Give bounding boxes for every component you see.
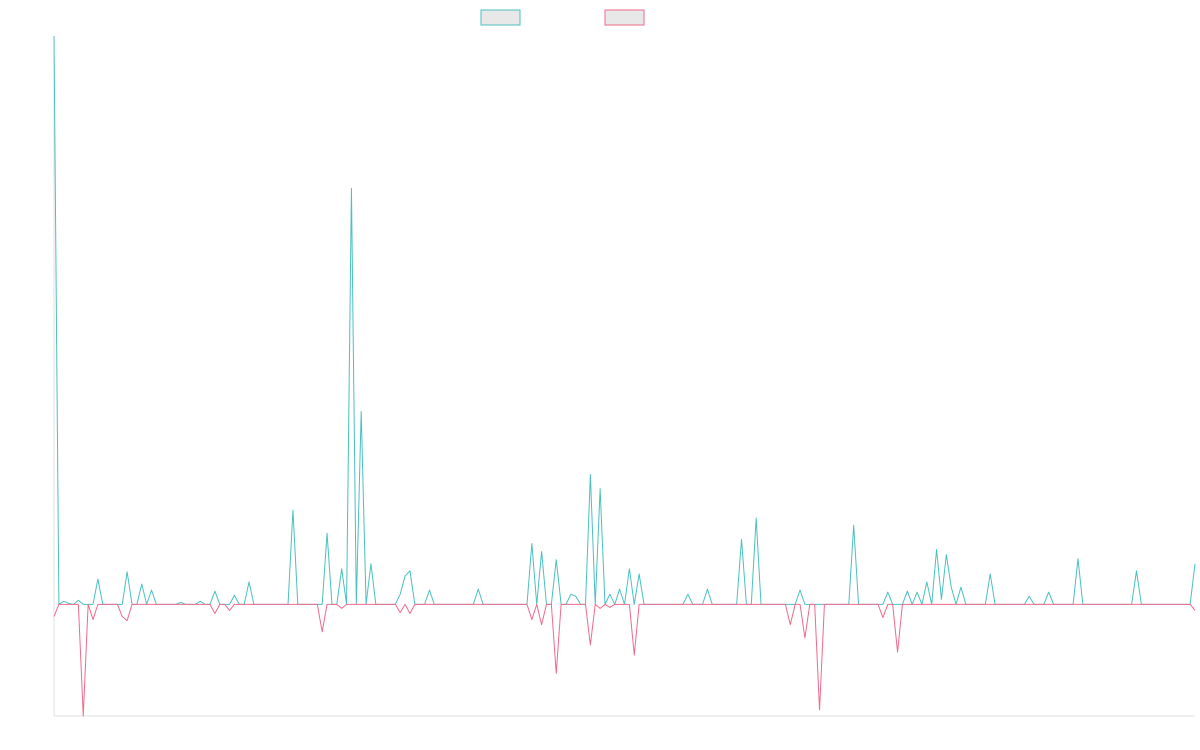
data-point-s1-52[interactable]: [1047, 590, 1051, 594]
legend-swatch-1[interactable]: [480, 9, 521, 26]
data-point-s1-20[interactable]: [403, 574, 407, 578]
data-point-s1-46[interactable]: [944, 553, 948, 557]
legend-swatch-2[interactable]: [604, 9, 645, 26]
data-point-s1-40[interactable]: [852, 523, 856, 527]
data-point-s2-22[interactable]: [896, 650, 900, 654]
data-point-s1-1[interactable]: [62, 599, 66, 603]
data-point-s1-10[interactable]: [213, 589, 217, 593]
data-point-s1-18[interactable]: [369, 562, 373, 566]
data-point-s1-54[interactable]: [1134, 569, 1138, 573]
data-point-s2-12[interactable]: [540, 623, 544, 627]
data-point-s1-21[interactable]: [408, 569, 412, 573]
data-point-s1-8[interactable]: [179, 600, 183, 604]
data-point-s1-48[interactable]: [959, 585, 963, 589]
data-point-s1-35[interactable]: [686, 592, 690, 596]
data-point-s1-50[interactable]: [988, 572, 992, 576]
data-point-s1-39[interactable]: [798, 588, 802, 592]
data-point-s1-3[interactable]: [76, 598, 80, 602]
data-point-s2-16[interactable]: [608, 605, 612, 609]
data-point-s1-36[interactable]: [705, 587, 709, 591]
data-point-s2-13[interactable]: [554, 671, 558, 675]
data-point-s2-9[interactable]: [398, 610, 402, 614]
data-point-s1-45[interactable]: [935, 548, 939, 552]
data-point-s2-6[interactable]: [228, 608, 232, 612]
data-point-s1-25[interactable]: [540, 550, 544, 554]
data-point-s1-15[interactable]: [340, 567, 344, 571]
data-point-s1-43[interactable]: [915, 590, 919, 594]
data-point-s2-15[interactable]: [598, 606, 602, 610]
data-point-s1-4[interactable]: [96, 577, 100, 581]
data-point-s2-19[interactable]: [803, 636, 807, 640]
series-line-1: [53, 35, 1196, 605]
data-point-s1-29[interactable]: [588, 472, 592, 476]
data-point-s2-3[interactable]: [120, 615, 124, 619]
data-point-s1-16[interactable]: [349, 186, 353, 190]
data-point-s2-0[interactable]: [52, 615, 56, 619]
data-point-s2-7[interactable]: [320, 630, 324, 634]
data-point-s1-0[interactable]: [52, 34, 56, 38]
data-point-s2-11[interactable]: [530, 618, 534, 622]
data-point-s1-32[interactable]: [618, 587, 622, 591]
data-point-s2-20[interactable]: [818, 708, 822, 712]
data-point-s1-5[interactable]: [125, 570, 129, 574]
data-point-s1-6[interactable]: [140, 582, 144, 586]
data-point-s2-4[interactable]: [125, 619, 129, 623]
data-point-s2-8[interactable]: [340, 606, 344, 610]
series-line-2: [53, 603, 1196, 717]
data-point-s1-51[interactable]: [1027, 594, 1031, 598]
data-point-s1-24[interactable]: [530, 541, 534, 545]
legend: [480, 9, 645, 26]
series-layer: [52, 34, 1197, 718]
data-point-s1-9[interactable]: [198, 599, 202, 603]
data-point-s1-14[interactable]: [325, 531, 329, 535]
data-point-s2-17[interactable]: [632, 653, 636, 657]
data-point-s1-19[interactable]: [398, 592, 402, 596]
data-point-s1-12[interactable]: [247, 580, 251, 584]
data-point-s2-21[interactable]: [881, 616, 885, 620]
data-point-s2-5[interactable]: [213, 611, 217, 615]
data-point-s2-23[interactable]: [1193, 608, 1197, 612]
data-point-s1-33[interactable]: [627, 567, 631, 571]
data-point-s2-18[interactable]: [788, 623, 792, 627]
data-point-s1-55[interactable]: [1193, 562, 1197, 566]
data-point-s1-41[interactable]: [886, 590, 890, 594]
data-point-s1-11[interactable]: [232, 593, 236, 597]
data-point-s1-26[interactable]: [554, 558, 558, 562]
data-point-s1-31[interactable]: [608, 592, 612, 596]
data-point-s1-27[interactable]: [569, 592, 573, 596]
data-point-s2-1[interactable]: [81, 714, 85, 718]
data-point-s1-22[interactable]: [427, 588, 431, 592]
data-point-s2-2[interactable]: [91, 618, 95, 622]
data-point-s1-53[interactable]: [1076, 557, 1080, 561]
data-point-s2-10[interactable]: [408, 611, 412, 615]
data-point-s1-38[interactable]: [754, 516, 758, 520]
data-point-s1-47[interactable]: [949, 585, 953, 589]
data-point-s1-30[interactable]: [598, 487, 602, 491]
data-point-s1-7[interactable]: [150, 588, 154, 592]
data-point-s2-14[interactable]: [588, 643, 592, 647]
data-point-s1-28[interactable]: [574, 594, 578, 598]
data-point-s1-13[interactable]: [291, 508, 295, 512]
data-point-s1-42[interactable]: [905, 589, 909, 593]
data-point-s1-37[interactable]: [740, 537, 744, 541]
data-point-s1-44[interactable]: [925, 580, 929, 584]
data-point-s1-23[interactable]: [476, 587, 480, 591]
data-point-s1-34[interactable]: [637, 572, 641, 576]
data-point-s1-17[interactable]: [359, 410, 363, 414]
data-point-s1-49[interactable]: [939, 597, 943, 601]
